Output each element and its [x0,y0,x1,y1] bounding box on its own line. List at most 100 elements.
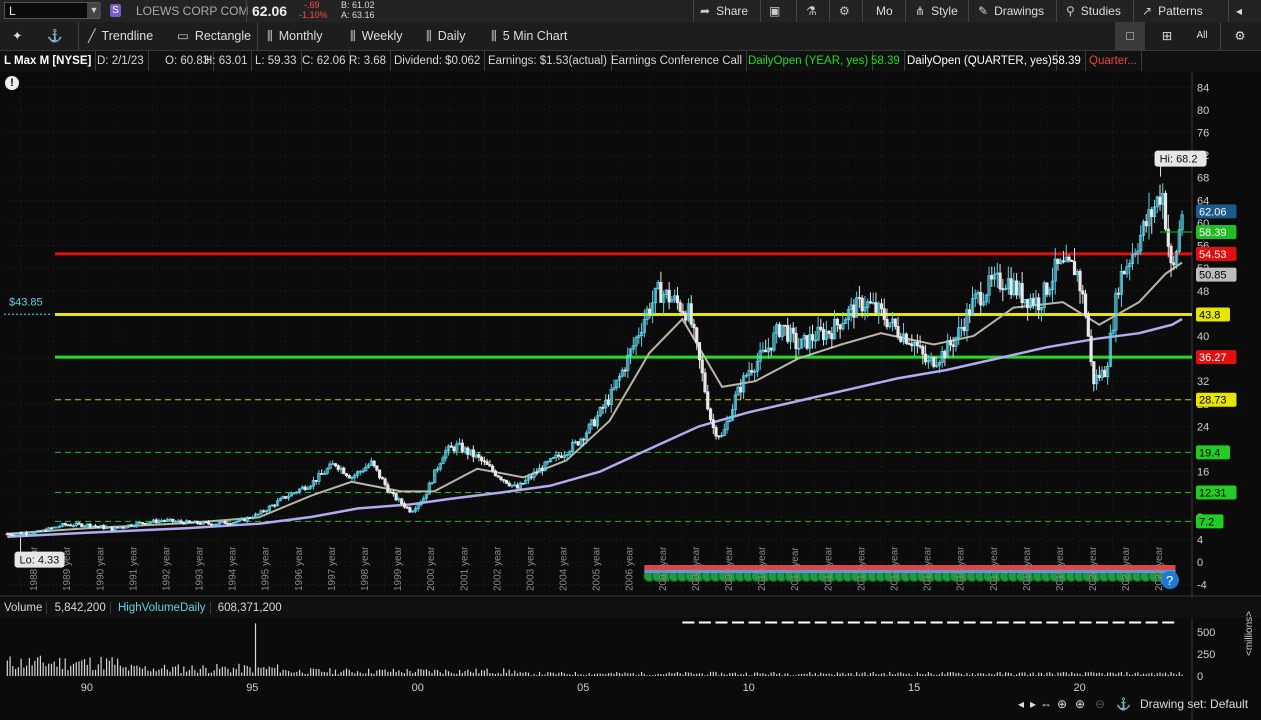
candle-body [1141,221,1146,236]
scroll-left-icon[interactable]: ◂ [1018,697,1025,711]
candle-body [601,406,605,409]
candle-body [82,525,87,528]
candle-body [1119,270,1124,295]
collapse-button[interactable]: ◂ [1236,0,1242,22]
candle-body [692,323,696,329]
crosshair-icon[interactable]: ⊕ [1057,697,1068,711]
drawing-set[interactable]: Drawing set: Default [1140,697,1249,711]
earnings-marker [826,565,837,570]
conference-marker [950,570,961,573]
candle-body [642,319,646,333]
earnings-marker [933,565,944,570]
y-tick-label: -4 [1197,580,1207,592]
symbol-dropdown-icon[interactable]: ▼ [87,3,101,18]
snapshot-button[interactable]: ▣ [769,0,786,22]
anchor-icon[interactable]: ⚓ [1116,697,1131,711]
candle-body [548,458,553,462]
candle-body [419,501,423,506]
zoom-out-icon[interactable]: ⊖ [1095,697,1106,711]
daily-button[interactable]: ⫼ Daily [426,22,466,50]
time-tick-label: 90 [81,682,93,694]
drawings-button[interactable]: ✎ Drawings [978,0,1044,22]
info-icon[interactable]: ! [5,76,19,90]
weekly-button[interactable]: ⫼ Weekly [350,22,403,50]
x-year-label: 1997 year [327,546,338,591]
candle-body [981,301,986,306]
candle-body [551,457,555,459]
earnings-marker [818,565,829,570]
conference-marker [826,570,837,573]
monthly-button[interactable]: ⫼ Monthly [267,22,323,50]
candle-body [190,521,194,524]
candle-body [874,302,878,313]
conference-marker [718,570,729,573]
conference-marker [1074,570,1085,573]
candle-body [648,308,652,314]
candle-body [1180,214,1184,231]
candle-body [565,454,569,456]
candle-body [863,306,867,312]
candle-body [58,525,62,528]
earnings-marker [1000,565,1011,570]
candle-body [284,496,288,499]
chart-settings-button[interactable]: ⚙ [1228,22,1252,50]
flask-button[interactable]: ⚗ [806,0,823,22]
moving-averages [7,261,1183,538]
x-year-label: 2015 year [923,546,934,591]
candle-body [846,309,850,321]
all-button[interactable]: All [1190,22,1214,50]
candle-body [1125,266,1129,275]
candle-body [1086,314,1090,337]
x-year-label: 2021 year [1121,546,1132,591]
conference-marker [1041,570,1052,573]
candle-body [1122,270,1126,275]
share-button[interactable]: ➦ Share [700,0,748,22]
studies-button[interactable]: ⚲ Studies [1066,0,1121,22]
rectangle-tool[interactable]: ▭ Rectangle [177,22,251,50]
grid-layout-button[interactable]: ⊞ [1155,22,1179,50]
conference-marker [727,570,738,573]
candle-body [187,520,191,523]
price-chart[interactable]: ? -4048121620242832364044485256606468727… [0,71,1261,720]
candle-body [739,386,743,393]
single-layout-button[interactable]: □ [1115,22,1145,50]
symbol-input[interactable]: L [4,2,100,19]
candle-body [681,310,685,314]
candle-body [1026,298,1030,309]
mo-button[interactable]: Mo [876,4,893,18]
earnings-marker [1107,565,1118,570]
5min-chart-button[interactable]: ⫼ 5 Min Chart [491,22,567,50]
pin-tool[interactable]: ✦ [12,22,22,50]
candle-body [13,533,18,536]
settings-button[interactable]: ⚙ [839,0,856,22]
y-tick-label: 0 [1197,557,1203,569]
conference-marker [1091,570,1102,573]
anchor-tool[interactable]: ⚓ [47,22,63,50]
zoom-in-icon[interactable]: ⊕ [1075,697,1086,711]
x-year-label: 2010 year [757,546,768,591]
time-tick-label: 20 [1073,682,1085,694]
style-button[interactable]: ⋔ Style [915,0,958,22]
conference-marker [875,570,886,573]
earnings-marker [693,565,704,570]
dividend-value: Dividend: $0.062 [390,51,486,71]
candle-body [1139,234,1143,252]
conference-marker [660,570,671,573]
earnings-marker [660,565,671,570]
candle-body [179,520,183,523]
x-year-label: 2005 year [592,546,603,591]
patterns-button[interactable]: ↗ Patterns [1142,0,1203,22]
candle-body [979,291,983,306]
candle-body [882,308,886,320]
x-year-label: 2000 year [426,546,437,591]
trendline-tool[interactable]: ╱ Trendline [88,22,153,50]
y-tick-label: 24 [1197,421,1209,433]
candle-body [910,343,914,347]
earnings-marker [983,565,994,570]
conference-marker [1057,570,1068,573]
pan-icon[interactable]: ⇔ [1040,697,1052,711]
candle-body [248,517,252,519]
scroll-right-icon[interactable]: ▸ [1030,697,1037,711]
candle-body [482,460,486,463]
pencil-icon: ✎ [978,4,989,18]
